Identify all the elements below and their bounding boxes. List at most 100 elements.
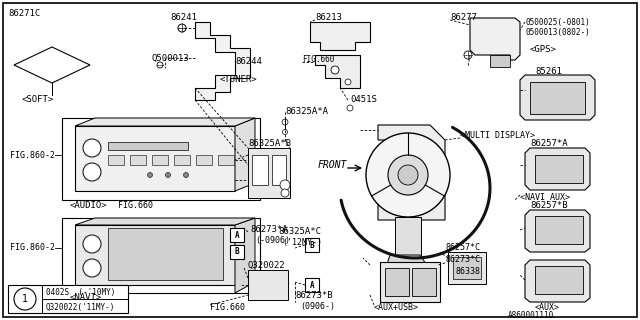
Text: 0451S: 0451S (350, 95, 377, 105)
Circle shape (282, 119, 288, 125)
Text: 86325A*A: 86325A*A (285, 108, 328, 116)
Bar (174, 155, 190, 165)
Bar (448, 252, 486, 284)
Bar (535, 216, 583, 244)
Text: 86325A*C: 86325A*C (278, 228, 321, 236)
Text: <AUX>: <AUX> (535, 303, 560, 313)
Bar (380, 262, 440, 302)
Text: 86213: 86213 (315, 13, 342, 22)
Text: 86273*A: 86273*A (250, 226, 287, 235)
Text: FIG.660: FIG.660 (302, 55, 334, 65)
Circle shape (281, 189, 289, 197)
Bar (230, 245, 244, 259)
Circle shape (282, 130, 287, 134)
Bar (305, 278, 319, 292)
Text: 86273*C: 86273*C (445, 255, 480, 265)
Bar (108, 142, 188, 150)
Text: <AUX+USB>: <AUX+USB> (374, 303, 419, 313)
Text: <SOFT>: <SOFT> (22, 95, 54, 105)
Circle shape (83, 235, 101, 253)
Bar (395, 217, 421, 257)
Bar (75, 126, 235, 191)
Circle shape (184, 172, 189, 178)
Text: 86257*B: 86257*B (530, 202, 568, 211)
Text: 1: 1 (22, 294, 28, 304)
Circle shape (464, 51, 472, 59)
Text: FIG.860-2: FIG.860-2 (10, 244, 55, 252)
Circle shape (178, 24, 186, 32)
Polygon shape (520, 75, 595, 120)
Circle shape (331, 66, 339, 74)
Polygon shape (235, 218, 255, 293)
Text: FIG.660: FIG.660 (118, 201, 153, 210)
Text: <GPS>: <GPS> (530, 45, 557, 54)
Bar (218, 155, 234, 165)
Text: 86338: 86338 (455, 268, 480, 276)
Text: (0906-): (0906-) (300, 301, 335, 310)
Circle shape (83, 259, 101, 277)
Bar (8, 285, 128, 313)
Bar (152, 155, 168, 165)
Text: ('12MY-): ('12MY-) (282, 237, 322, 246)
Bar (62, 118, 260, 200)
Text: A860001110: A860001110 (508, 311, 554, 320)
Bar (130, 155, 146, 165)
Text: A: A (235, 230, 239, 239)
Circle shape (83, 139, 101, 157)
Circle shape (347, 105, 353, 111)
Text: A: A (310, 281, 314, 290)
Circle shape (398, 165, 418, 185)
Bar (108, 155, 124, 165)
Text: 0500013(0802-): 0500013(0802-) (525, 28, 589, 37)
Text: 86257*A: 86257*A (530, 140, 568, 148)
Bar (490, 55, 510, 67)
Bar (252, 155, 268, 185)
Text: 86241: 86241 (170, 13, 197, 22)
Circle shape (157, 62, 163, 68)
Bar (305, 238, 319, 252)
Text: <MULTI DISPLAY>: <MULTI DISPLAY> (460, 131, 535, 140)
Circle shape (83, 163, 101, 181)
Bar (248, 270, 288, 300)
Bar (385, 268, 409, 296)
Circle shape (388, 155, 428, 195)
Polygon shape (75, 218, 255, 225)
Circle shape (345, 79, 351, 85)
Polygon shape (75, 118, 255, 126)
Bar (272, 155, 286, 185)
Bar (196, 155, 212, 165)
Bar (108, 228, 223, 280)
Bar (230, 228, 244, 242)
Polygon shape (385, 255, 430, 270)
Polygon shape (525, 210, 590, 252)
Text: 86257*C: 86257*C (445, 244, 480, 252)
Text: B: B (310, 241, 314, 250)
Text: <TUNER>: <TUNER> (220, 76, 258, 84)
Bar (62, 218, 260, 293)
Bar (75, 225, 235, 285)
Polygon shape (525, 260, 590, 302)
Polygon shape (310, 22, 370, 50)
Text: 86277: 86277 (450, 13, 477, 22)
Text: Q500013: Q500013 (152, 53, 189, 62)
Text: <NAVI>: <NAVI> (70, 293, 102, 302)
Text: <AUDIO>: <AUDIO> (70, 201, 108, 210)
Circle shape (147, 172, 152, 178)
Circle shape (280, 180, 290, 190)
Text: FIG.660: FIG.660 (210, 302, 245, 311)
Text: 86271C: 86271C (8, 10, 40, 19)
Polygon shape (195, 22, 250, 100)
Bar (248, 148, 290, 198)
Polygon shape (315, 55, 360, 88)
Text: Q320022('11MY-): Q320022('11MY-) (46, 302, 115, 311)
Polygon shape (235, 118, 255, 191)
Bar (530, 82, 585, 114)
Text: 0402S  (-'10MY): 0402S (-'10MY) (46, 287, 115, 297)
Circle shape (166, 172, 170, 178)
Polygon shape (525, 148, 590, 190)
Text: 85261: 85261 (535, 68, 562, 76)
Text: 86325A*B: 86325A*B (248, 140, 291, 148)
Bar (453, 257, 481, 279)
Text: Q320022: Q320022 (248, 260, 285, 269)
Text: FIG.860-2: FIG.860-2 (10, 150, 55, 159)
